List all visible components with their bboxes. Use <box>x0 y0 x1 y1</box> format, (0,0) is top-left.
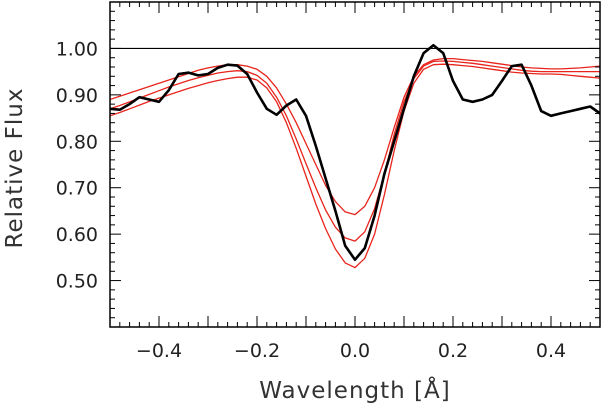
y-tick-label: 0.90 <box>56 85 98 107</box>
y-tick-label: 0.60 <box>56 224 98 246</box>
y-tick-label: 0.70 <box>56 178 98 200</box>
x-tick-label: 0.0 <box>340 340 370 362</box>
y-tick-label: 0.50 <box>56 271 98 293</box>
y-tick-label: 1.00 <box>56 38 98 60</box>
x-axis-title: Wavelength [Å] <box>259 376 450 404</box>
x-tick-label: 0.4 <box>536 340 566 362</box>
series-line-model-3 <box>110 63 600 269</box>
y-tick-label: 0.80 <box>56 131 98 153</box>
x-tick-label: −0.2 <box>234 340 280 362</box>
x-tick-label: 0.2 <box>438 340 468 362</box>
y-axis-title: Relative Flux <box>2 88 28 249</box>
plot-frame <box>109 1 601 328</box>
series-line-observed <box>110 43 600 261</box>
x-tick-label: −0.4 <box>136 340 182 362</box>
series-line-model-2 <box>110 60 600 242</box>
